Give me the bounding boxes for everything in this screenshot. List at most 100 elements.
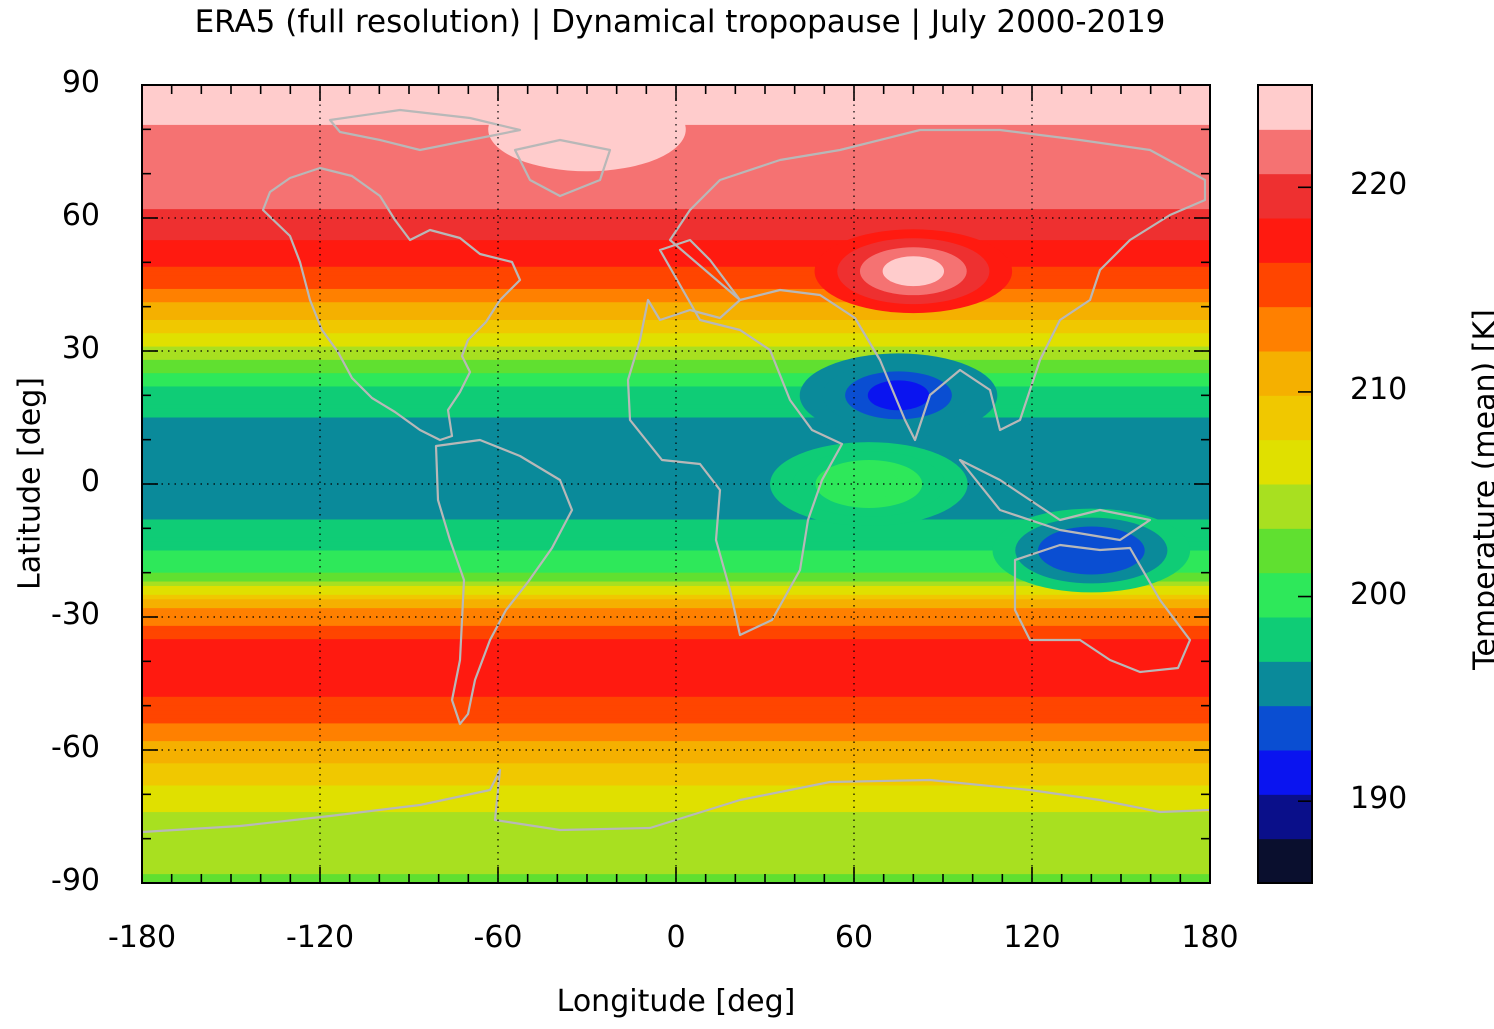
field-band xyxy=(142,182,1210,188)
field-band xyxy=(142,390,1210,396)
colorbar-label: Temperature (mean) [K] xyxy=(1467,309,1494,670)
field-band xyxy=(142,705,1210,711)
x-tick-label: 60 xyxy=(834,920,874,955)
colorbar-band xyxy=(1258,439,1312,485)
anomaly-contour xyxy=(838,469,900,499)
field-band xyxy=(142,337,1210,343)
field-band xyxy=(142,585,1210,591)
y-axis-label: Latitude [deg] xyxy=(12,377,48,590)
field-band xyxy=(142,838,1210,844)
field-band xyxy=(142,594,1210,600)
coastline-antarctica xyxy=(142,768,1210,834)
field-band xyxy=(142,288,1210,294)
field-band xyxy=(142,789,1210,795)
field-band xyxy=(142,710,1210,716)
field-band xyxy=(142,670,1210,676)
field-band xyxy=(142,426,1210,432)
y-tick-label: 30 xyxy=(61,331,100,366)
anomaly-contour xyxy=(882,256,945,287)
x-tick-label: -60 xyxy=(473,920,523,955)
x-tick-label: 0 xyxy=(666,920,686,955)
field-band xyxy=(142,741,1210,747)
field-band xyxy=(142,306,1210,312)
field-band xyxy=(142,723,1210,729)
field-band xyxy=(142,727,1210,733)
x-tick-label: 180 xyxy=(1181,920,1239,955)
field-band xyxy=(142,501,1210,507)
field-band xyxy=(142,554,1210,560)
field-band xyxy=(142,359,1210,365)
field-band xyxy=(142,559,1210,565)
colorbar-tick-label: 210 xyxy=(1350,371,1408,407)
colorbar-tick-label: 190 xyxy=(1350,781,1408,817)
field-band xyxy=(142,280,1210,286)
colorbar xyxy=(1258,85,1312,884)
field-band xyxy=(142,151,1210,157)
field-band xyxy=(142,754,1210,760)
colorbar-band xyxy=(1258,572,1312,618)
grid-lines xyxy=(142,85,1210,883)
colorbar-band xyxy=(1258,129,1312,175)
field-band xyxy=(142,860,1210,866)
field-band xyxy=(142,621,1210,627)
field-band xyxy=(142,652,1210,658)
field-band xyxy=(142,572,1210,578)
colorbar-band xyxy=(1258,528,1312,574)
field-band xyxy=(142,484,1210,490)
x-tick-label: 120 xyxy=(1003,920,1061,955)
colorbar-band xyxy=(1258,661,1312,707)
field-band xyxy=(142,599,1210,605)
field-band xyxy=(142,315,1210,321)
field-band xyxy=(142,164,1210,170)
field-band xyxy=(142,351,1210,357)
field-band xyxy=(142,834,1210,840)
field-band xyxy=(142,377,1210,383)
y-tick-label: -90 xyxy=(51,863,100,898)
field-band xyxy=(142,169,1210,175)
colorbar-band xyxy=(1258,218,1312,263)
field-band xyxy=(142,399,1210,405)
field-band xyxy=(142,160,1210,166)
field-band xyxy=(142,452,1210,458)
colorbar-tick-label: 220 xyxy=(1350,167,1408,203)
field-band xyxy=(142,510,1210,516)
field-band xyxy=(142,781,1210,787)
colorbar-band xyxy=(1258,85,1312,130)
field-band xyxy=(142,257,1210,263)
field-band xyxy=(142,386,1210,392)
colorbar-band xyxy=(1258,262,1312,308)
field-band xyxy=(142,718,1210,724)
field-band xyxy=(142,235,1210,241)
colorbar-band xyxy=(1258,617,1312,662)
coastline-australia xyxy=(1013,543,1192,674)
field-band xyxy=(142,625,1210,631)
coastline-asia xyxy=(668,128,1207,442)
coastline-south-america xyxy=(434,438,574,726)
field-band xyxy=(142,767,1210,773)
field-band xyxy=(142,803,1210,809)
field-band xyxy=(142,448,1210,454)
field-band xyxy=(142,253,1210,259)
field-band xyxy=(142,430,1210,436)
field-band xyxy=(142,413,1210,419)
field-band xyxy=(142,714,1210,720)
field-band xyxy=(142,736,1210,742)
y-tick-label: -60 xyxy=(51,730,100,765)
field-band xyxy=(142,319,1210,325)
field-band xyxy=(142,240,1210,246)
field-band xyxy=(142,750,1210,756)
plot-frame xyxy=(141,84,1211,884)
colorbar-band xyxy=(1258,750,1312,795)
field-band xyxy=(142,679,1210,685)
field-band xyxy=(142,581,1210,587)
field-band xyxy=(142,639,1210,645)
chart-title: ERA5 (full resolution) | Dynamical tropo… xyxy=(194,4,1166,40)
field-band xyxy=(142,328,1210,334)
field-band xyxy=(142,209,1210,215)
x-tick-label: -180 xyxy=(107,920,177,955)
field-band xyxy=(142,515,1210,521)
field-band xyxy=(142,497,1210,503)
field-band xyxy=(142,147,1210,153)
field-band xyxy=(142,417,1210,423)
colorbar-band xyxy=(1258,395,1312,441)
